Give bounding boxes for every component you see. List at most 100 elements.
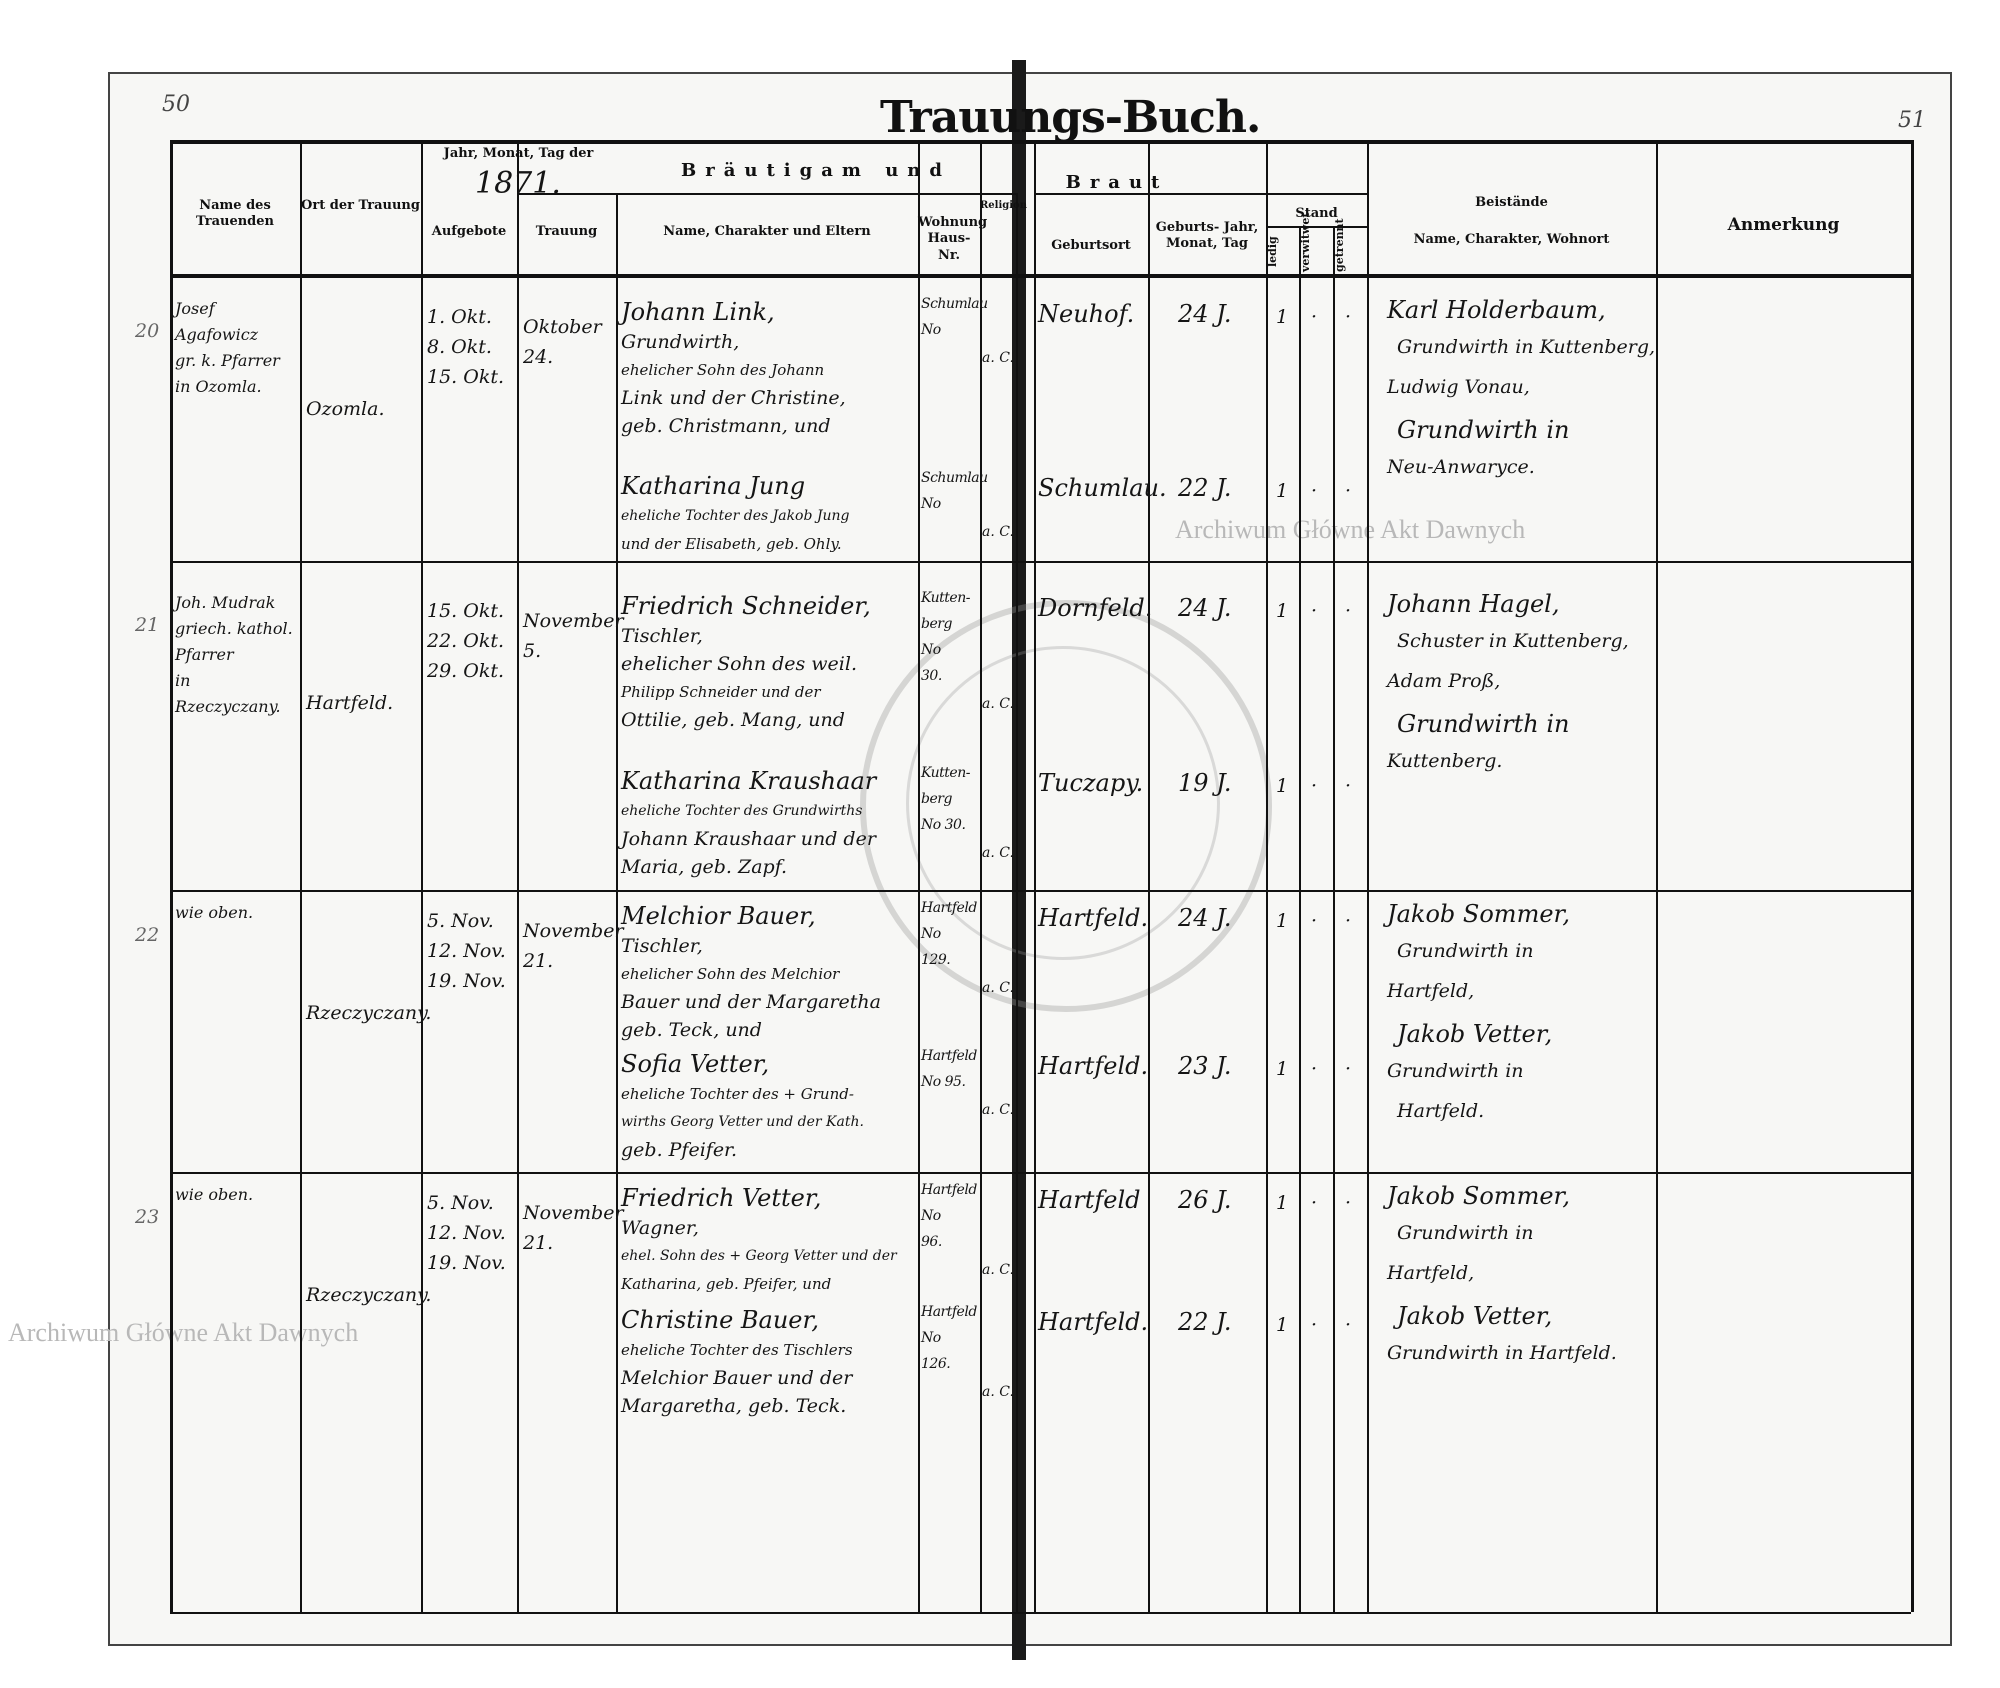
bride-subheader-line [1034,193,1367,195]
groom-name-line: Grundwirth, [621,331,740,353]
header-name: Name, Charakter und Eltern [663,224,871,239]
groom-name-line: Philipp Schneider und der [621,683,821,701]
witness-line: Grundwirth in [1387,1060,1524,1082]
bride-name-line: Christine Bauer, [621,1306,819,1334]
bride-name-line: Katharina Jung [621,472,806,500]
table-border-bottom [170,1612,1911,1614]
groom-name-line: Melchior Bauer, [621,902,816,930]
groom-name-line: ehelicher Sohn des weil. [621,653,857,675]
bride-age: 22 J. [1178,474,1232,502]
witness-line: Hartfeld. [1397,1100,1485,1122]
witness-line: Jakob Vetter, [1397,1020,1553,1048]
bride-age: 23 J. [1178,1052,1232,1080]
groom-name-block: Friedrich Vetter, Wagner, ehel. Sohn des +… [621,1182,913,1298]
bride-age: 22 J. [1178,1308,1232,1336]
groom-residence: berg [921,616,952,632]
banns-date: 12. Nov. [427,1222,506,1244]
groom-name-line: Tischler, [621,935,703,957]
groom-name-line: geb. Teck, und [621,1019,762,1041]
banns-date: 19. Nov. [427,1252,506,1274]
header-status: Stand [1295,206,1338,221]
bride-status-single: 1 [1276,775,1289,797]
groom-religion: a. C. [982,696,1014,712]
column-line-s2 [1299,226,1301,1612]
groom-status-single: 1 [1276,910,1289,932]
groom-name-line: Johann Link, [621,298,775,326]
officiant: Joh. Mudrak griech. kathol. Pfarrer in Rzecz… [175,590,295,720]
wedding-date: November [523,610,624,632]
header-wedding: Trauung [535,224,598,239]
column-line-name [918,140,920,1612]
bride-residence: No 30. [921,817,966,833]
column-line-s1 [1266,140,1268,1612]
groom-residence: Kutten- [921,590,970,606]
banns-date: 15. Okt. [427,366,505,388]
column-line-rel [1016,193,1018,1612]
status-subheader-line [1266,226,1367,228]
groom-status-separated-dot: · [1345,306,1352,328]
bride-name-line: Margaretha, geb. Teck. [621,1395,847,1417]
witness-line: Jakob Vetter, [1397,1302,1553,1330]
witness-line: Ludwig Vonau, [1387,376,1530,398]
officiant-line: in Ozomla. [175,377,262,396]
groom-status-single: 1 [1276,600,1289,622]
bride-residence: No [921,1330,941,1346]
groom-status-separated-dot: · [1345,910,1352,932]
entry-number: 22 [135,924,160,946]
archive-seal-inner-ring [906,646,1220,960]
groom-birthplace: Dornfeld. [1038,594,1153,622]
groom-name-block: Johann Link, Grundwirth, ehelicher Sohn de… [621,296,913,440]
banns-date: 5. Nov. [427,1192,494,1214]
bride-residence: Kutten- [921,765,970,781]
banns-date: 19. Nov. [427,970,506,992]
witness-line: Hartfeld, [1387,1262,1475,1284]
groom-residence: 30. [921,668,942,684]
bride-status-widowed-dot: · [1311,775,1318,797]
page-number-right: 51 [1898,108,1926,133]
officiant-line: griech. kathol. [175,619,293,638]
column-line-place [421,140,423,1612]
column-line-banns [517,140,519,1612]
bride-status-separated-dot: · [1345,775,1352,797]
bride-name-line: wirths Georg Vetter und der Kath. [621,1114,864,1130]
groom-residence: 96. [921,1234,942,1250]
wedding-date: November [523,1202,624,1224]
bride-birthplace: Hartfeld. [1038,1308,1149,1336]
header-witnesses: Beistände [1475,195,1548,210]
wedding-date: 5. [523,640,542,662]
groom-name-line: Bauer und der Margaretha [621,991,881,1013]
groom-status-single: 1 [1276,306,1289,328]
header-widowed: verwitwet [1299,212,1312,272]
header-separated: getrennt [1333,218,1346,272]
witness-line: Jakob Sommer, [1387,900,1570,928]
banns-date: 29. Okt. [427,660,505,682]
bride-status-single: 1 [1276,1314,1289,1336]
row-separator [170,561,1911,563]
bride-name-block: Christine Bauer, eheliche Tochter des Tis… [621,1304,913,1420]
groom-religion: a. C. [982,980,1014,996]
groom-age: 26 J. [1178,1186,1232,1214]
groom-residence: No [921,642,941,658]
bride-status-widowed-dot: · [1311,1314,1318,1336]
header-birthplace: Geburtsort [1051,238,1131,253]
groom-residence: 129. [921,952,951,968]
witness-line: Neu-Anwaryce. [1387,456,1535,478]
banns-date: 1. Okt. [427,306,492,328]
witness-line: Grundwirth in Hartfeld. [1387,1342,1617,1364]
column-line-bp [1034,140,1036,1612]
bride-residence: No [921,496,941,512]
bride-name-line: Maria, geb. Zapf. [621,856,788,878]
bride-name-line: Johann Kraushaar und der [621,828,876,850]
groom-status-widowed-dot: · [1311,600,1318,622]
bride-status-separated-dot: · [1345,480,1352,502]
bride-name-line: geb. Pfeifer. [621,1139,738,1161]
officiant-line: gr. k. Pfarrer [175,351,280,370]
groom-residence: No [921,926,941,942]
bride-age: 19 J. [1178,769,1232,797]
bride-name-line: Melchior Bauer und der [621,1367,853,1389]
bride-status-separated-dot: · [1345,1314,1352,1336]
header-religion: Religion [980,200,1028,211]
banns-date: 15. Okt. [427,600,505,622]
banns-date: 5. Nov. [427,910,494,932]
bride-status-separated-dot: · [1345,1058,1352,1080]
